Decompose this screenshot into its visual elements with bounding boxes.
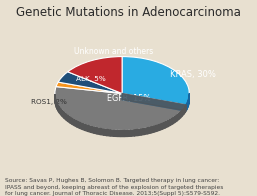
Polygon shape — [66, 114, 68, 121]
Polygon shape — [182, 108, 183, 116]
Text: Genetic Mutations in Adenocarcinoma: Genetic Mutations in Adenocarcinoma — [16, 6, 241, 19]
Polygon shape — [188, 98, 189, 105]
Polygon shape — [148, 127, 151, 134]
Polygon shape — [56, 100, 57, 108]
Polygon shape — [64, 112, 66, 120]
Text: EGFR, 15%: EGFR, 15% — [107, 94, 151, 103]
Polygon shape — [144, 128, 148, 134]
Polygon shape — [104, 129, 107, 136]
Polygon shape — [179, 112, 180, 120]
Polygon shape — [70, 117, 72, 124]
Wedge shape — [56, 82, 122, 93]
Polygon shape — [134, 130, 138, 136]
Polygon shape — [124, 130, 127, 136]
Polygon shape — [107, 130, 111, 136]
Polygon shape — [77, 121, 79, 128]
Polygon shape — [62, 111, 64, 118]
Polygon shape — [172, 117, 175, 124]
Text: Unknown and others: Unknown and others — [74, 47, 154, 56]
Polygon shape — [55, 98, 56, 106]
Polygon shape — [122, 93, 186, 111]
Polygon shape — [160, 123, 162, 130]
Polygon shape — [185, 105, 186, 113]
Polygon shape — [154, 125, 157, 132]
Wedge shape — [55, 87, 186, 131]
Polygon shape — [100, 129, 104, 135]
Polygon shape — [82, 123, 85, 130]
Polygon shape — [85, 124, 88, 131]
Wedge shape — [58, 72, 122, 93]
Polygon shape — [170, 118, 172, 125]
Polygon shape — [151, 126, 154, 133]
Polygon shape — [122, 93, 186, 111]
Polygon shape — [183, 107, 185, 114]
Polygon shape — [121, 131, 124, 137]
Polygon shape — [58, 105, 60, 113]
Polygon shape — [94, 127, 97, 134]
Polygon shape — [175, 115, 177, 122]
Text: KRAS, 30%: KRAS, 30% — [170, 70, 216, 79]
Polygon shape — [97, 128, 100, 135]
Polygon shape — [165, 121, 168, 128]
Wedge shape — [122, 57, 189, 105]
Text: ALK, 5%: ALK, 5% — [76, 76, 106, 82]
Polygon shape — [88, 125, 91, 132]
Polygon shape — [177, 113, 179, 121]
Text: ROS1, 2%: ROS1, 2% — [31, 99, 67, 105]
Polygon shape — [162, 122, 165, 129]
Polygon shape — [117, 130, 121, 137]
Polygon shape — [68, 115, 70, 123]
Polygon shape — [61, 109, 62, 116]
Polygon shape — [157, 124, 160, 131]
Polygon shape — [79, 122, 82, 129]
Polygon shape — [114, 130, 117, 136]
Text: Source: Savas P, Hughes B, Solomon B. Targeted therapy in lung cancer:
IPASS and: Source: Savas P, Hughes B, Solomon B. Ta… — [5, 178, 224, 196]
Polygon shape — [91, 126, 94, 133]
Polygon shape — [127, 130, 131, 136]
Polygon shape — [141, 128, 144, 135]
Polygon shape — [187, 102, 188, 109]
Polygon shape — [180, 110, 182, 118]
Polygon shape — [186, 104, 187, 111]
Polygon shape — [168, 119, 170, 127]
Polygon shape — [111, 130, 114, 136]
Polygon shape — [75, 120, 77, 127]
Polygon shape — [60, 107, 61, 115]
Polygon shape — [131, 130, 134, 136]
Polygon shape — [57, 103, 58, 111]
Polygon shape — [138, 129, 141, 135]
Wedge shape — [68, 57, 122, 93]
Polygon shape — [72, 118, 75, 126]
